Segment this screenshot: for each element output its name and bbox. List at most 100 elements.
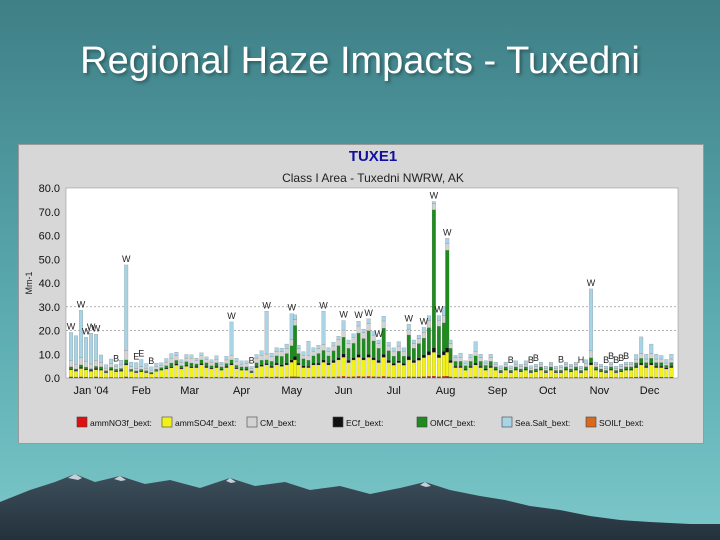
bar-segment-ammSO4f <box>99 370 104 378</box>
bar-segment-CM <box>114 366 119 370</box>
bar-segment-SeaSalt <box>114 364 119 367</box>
bar-stack <box>564 361 568 379</box>
bar-segment-ammSO4f <box>124 364 129 377</box>
bar-segment-OMCf <box>139 369 144 371</box>
bar-segment-ammSO4f <box>114 371 119 378</box>
bar-segment-CM <box>311 351 316 357</box>
bar-segment-OMCf <box>244 366 249 370</box>
bar-stack <box>599 364 603 379</box>
bar-segment-ammSO4f <box>301 367 306 378</box>
bar-segment-OMCf <box>406 334 411 357</box>
bar-stack <box>104 364 109 379</box>
bar-segment-CM <box>518 366 523 370</box>
bar-stack <box>279 347 284 379</box>
bar-segment-OMCf <box>468 361 473 367</box>
bar-segment-ECf <box>538 369 543 371</box>
bar-segment-ammNO3f <box>421 376 426 379</box>
bar-segment-ECf <box>204 366 209 368</box>
bar-segment-ammSO4f <box>468 367 473 378</box>
legend-item: ECf_bext: <box>332 416 383 428</box>
bar-segment-ammSO4f <box>478 367 483 378</box>
bar-segment-ECf <box>664 367 669 370</box>
bar-segment-OMCf <box>442 322 446 352</box>
bar-segment-ammSO4f <box>366 357 371 377</box>
bar-segment-ammSO4f <box>664 368 669 378</box>
bar-segment-ammNO3f <box>483 377 488 379</box>
bar-segment-SeaSalt <box>549 361 553 365</box>
bar-segment-OMCf <box>659 362 664 367</box>
bar-segment-ammNO3f <box>609 377 614 379</box>
bar-segment-ammSO4f <box>346 362 351 377</box>
y-ticks: 80.0 70.0 60.0 50.0 40.0 30.0 20.0 10.0 0.0 <box>39 183 60 385</box>
bar-segment-ECf <box>436 354 441 358</box>
bar-segment-OMCf <box>538 366 543 370</box>
bar-segment-ammSO4f <box>488 367 493 378</box>
bar-segment-ammNO3f <box>326 376 331 379</box>
bar-segment-ammSO4f <box>331 362 336 377</box>
bar-segment-ammNO3f <box>391 376 396 379</box>
bar-segment-ammSO4f <box>538 370 543 378</box>
bar-segment-ammSO4f <box>371 359 376 377</box>
bar-stack <box>488 354 493 379</box>
bar-segment-OMCf <box>194 363 199 367</box>
bar-segment-CM <box>214 359 219 363</box>
bar-segment-SeaSalt <box>264 311 269 355</box>
bar-stack <box>579 366 583 379</box>
bar-stack <box>239 360 244 379</box>
bar-stack <box>549 361 553 379</box>
bar-segment-ammSO4f <box>341 357 346 377</box>
bar-segment-ammNO3f <box>209 377 214 379</box>
bar-segment-SeaSalt <box>498 365 503 369</box>
x-tick-label: Nov <box>590 385 610 397</box>
bar-segment-ammSO4f <box>508 372 513 378</box>
bar-segment-OMCf <box>209 365 214 369</box>
bar-flag: B <box>148 356 154 366</box>
bar-flag: W <box>430 191 439 201</box>
bar-stack <box>109 358 114 379</box>
bar-segment-ECf <box>144 371 149 373</box>
bar-segment-SeaSalt <box>523 360 528 365</box>
bar-segment-ECf <box>458 366 463 368</box>
bar-segment-CM <box>94 360 98 367</box>
bar-segment-CM <box>445 242 450 251</box>
bar-segment-ammNO3f <box>468 376 473 379</box>
bar-segment-SeaSalt <box>179 359 184 363</box>
bar-segment-ECf <box>488 366 493 368</box>
bar-segment-ammSO4f <box>119 371 124 378</box>
bar-segment-SeaSalt <box>104 364 109 369</box>
bar-segment-ECf <box>259 364 264 367</box>
bar-segment-OMCf <box>554 370 558 373</box>
bar-stack <box>654 354 659 379</box>
bar-segment-ECf <box>421 354 426 358</box>
bar-flag: W <box>227 311 236 321</box>
bar-segment-CM <box>361 332 366 339</box>
bar-segment-SeaSalt <box>199 352 204 356</box>
bar-segment-ECf <box>174 363 179 366</box>
bar-segment-SeaSalt <box>468 354 473 358</box>
bar-segment-SeaSalt <box>279 347 284 352</box>
bar-segment-CM <box>199 355 204 361</box>
bar-segment-SeaSalt <box>119 360 124 366</box>
bar-segment-OMCf <box>386 350 391 361</box>
bar-segment-OMCf <box>341 337 346 354</box>
bar-segment-ammNO3f <box>503 377 508 379</box>
bar-flag: H <box>578 355 585 365</box>
bar-segment-OMCf <box>589 357 593 363</box>
bar-segment-ECf <box>306 366 311 368</box>
bar-segment-CM <box>234 361 239 366</box>
bar-segment-SeaSalt <box>416 335 421 339</box>
bar-segment-ammNO3f <box>659 376 664 379</box>
bar-segment-OMCf <box>264 359 269 364</box>
bar-segment-CM <box>239 364 244 367</box>
bar-segment-SeaSalt <box>644 354 649 360</box>
bar-segment-ammSO4f <box>614 372 619 378</box>
bar-segment-OMCf <box>445 250 450 348</box>
bar-segment-ammNO3f <box>639 376 644 379</box>
bar-segment-SeaSalt <box>589 288 593 351</box>
bar-segment-CM <box>604 368 608 371</box>
bar-segment-CM <box>184 357 189 362</box>
bar-segment-ammNO3f <box>448 376 453 379</box>
bar-segment-ECf <box>381 354 386 358</box>
bar-segment-ammSO4f <box>293 359 297 377</box>
bar-segment-SeaSalt <box>574 361 578 365</box>
